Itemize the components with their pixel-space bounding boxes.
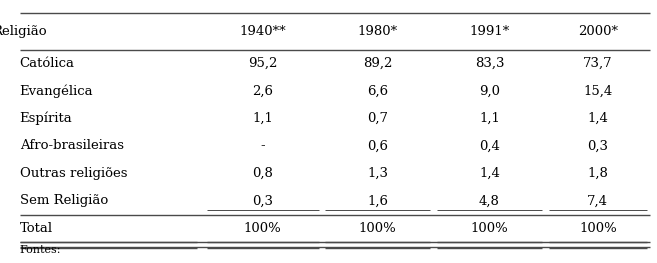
Text: 1,4: 1,4 [479,167,500,180]
Text: Total: Total [20,222,53,235]
Text: 4,8: 4,8 [479,194,500,207]
Text: 89,2: 89,2 [363,57,392,70]
Text: 100%: 100% [244,222,282,235]
Text: Espírita: Espírita [20,112,72,125]
Text: 0,3: 0,3 [587,139,608,153]
Text: 100%: 100% [359,222,397,235]
Text: 1,3: 1,3 [367,167,388,180]
Text: 1,8: 1,8 [587,167,608,180]
Text: 1991*: 1991* [469,25,510,38]
Text: 95,2: 95,2 [248,57,277,70]
Text: 15,4: 15,4 [583,85,612,98]
Text: 9,0: 9,0 [479,85,500,98]
Text: 1,6: 1,6 [367,194,388,207]
Text: Católica: Católica [20,57,75,70]
Text: 1,1: 1,1 [479,112,500,125]
Text: Outras religiões: Outras religiões [20,167,127,180]
Text: -: - [260,139,265,153]
Text: 6,6: 6,6 [367,85,388,98]
Text: 2,6: 2,6 [252,85,273,98]
Text: 0,6: 0,6 [367,139,388,153]
Text: 1,4: 1,4 [587,112,608,125]
Text: Fontes:: Fontes: [20,245,61,255]
Text: 100%: 100% [579,222,617,235]
Text: 0,3: 0,3 [252,194,273,207]
Text: 73,7: 73,7 [583,57,613,70]
Text: Afro-brasileiras: Afro-brasileiras [20,139,124,153]
Text: 100%: 100% [470,222,509,235]
Text: 1940**: 1940** [240,25,286,38]
Text: 0,4: 0,4 [479,139,500,153]
Text: 0,7: 0,7 [367,112,388,125]
Text: 0,8: 0,8 [252,167,273,180]
Text: Sem Religião: Sem Religião [20,194,108,207]
Text: Evangélica: Evangélica [20,84,93,98]
Text: Religião: Religião [0,25,47,38]
Text: 7,4: 7,4 [587,194,608,207]
Text: 2000*: 2000* [578,25,618,38]
Text: 83,3: 83,3 [475,57,504,70]
Text: 1980*: 1980* [357,25,398,38]
Text: 1,1: 1,1 [252,112,273,125]
